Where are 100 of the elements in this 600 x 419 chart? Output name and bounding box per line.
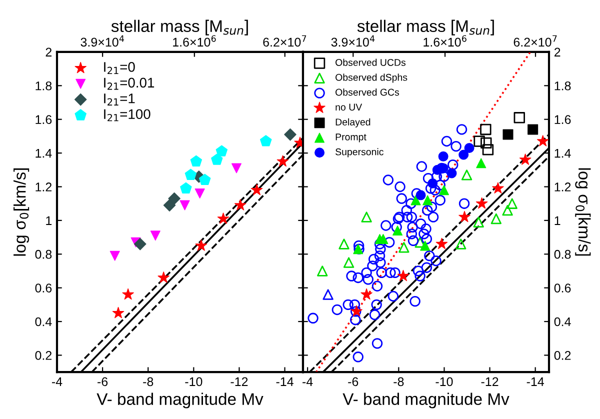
legend-label: Prompt	[336, 134, 366, 142]
point	[502, 129, 514, 140]
point	[112, 306, 124, 318]
point	[422, 195, 433, 206]
point	[519, 154, 532, 165]
y-tick-label: 1.4	[36, 148, 52, 158]
point	[231, 163, 242, 174]
point	[436, 238, 448, 250]
y2-tick-label: 2	[554, 48, 560, 56]
x2-axis-title: stellar mass [M$_{sun}$]	[111, 20, 248, 36]
point	[528, 124, 538, 135]
point	[458, 150, 469, 160]
point	[416, 190, 426, 200]
point	[158, 272, 170, 283]
x-tick-label: -6	[98, 377, 108, 386]
point	[514, 112, 525, 124]
x2-tick-label: 3.9×10$^{4}$	[331, 35, 375, 47]
y2-tick-label: 1.4	[554, 148, 571, 158]
point	[360, 288, 372, 300]
x2-tick-label: 3.9×10$^{4}$	[80, 35, 124, 47]
x-tick-label: -10	[436, 377, 453, 386]
point	[492, 182, 504, 194]
point	[420, 240, 430, 251]
point	[392, 226, 403, 236]
y-axis-title: log σ$_{0}$[km/s]	[14, 168, 30, 256]
legend-label: I$_{21}$=0.01	[104, 78, 154, 90]
legend-label: Observed UCDs	[336, 58, 406, 66]
y2-tick-label: 0.8	[554, 250, 571, 259]
point	[482, 144, 494, 156]
y-tick-label: 2	[46, 48, 52, 56]
point	[361, 212, 372, 222]
y2-tick-label: 1.8	[554, 81, 571, 90]
point	[397, 270, 410, 282]
point	[180, 182, 192, 194]
x-tick-label: -4	[302, 377, 313, 386]
x-tick-label: -14	[276, 377, 294, 386]
y2-axis-title: log σ$_{0}$[km/s]	[575, 168, 591, 256]
y2-tick-label: 0.6	[554, 284, 571, 292]
point	[476, 158, 486, 168]
x2-tick-label: 6.2×10$^{7}$	[514, 35, 557, 47]
point	[480, 124, 492, 136]
point	[276, 155, 289, 167]
y2-tick-label: 1	[554, 216, 560, 225]
x-tick-label: -12	[230, 377, 248, 386]
point	[455, 238, 466, 250]
point	[480, 137, 492, 149]
y-tick-label: 1.8	[36, 81, 52, 90]
point	[474, 136, 485, 147]
point	[134, 238, 146, 250]
point	[473, 216, 484, 228]
legend-label: Delayed	[336, 118, 370, 128]
legend-label: I$_{21}$=0	[104, 62, 135, 74]
y-tick-label: 1	[46, 216, 52, 225]
y-tick-label: 1.6	[36, 115, 52, 124]
point	[502, 204, 513, 216]
x2-axis-title: stellar mass [M$_{sun}$]	[357, 20, 494, 36]
point	[464, 142, 474, 153]
point	[168, 192, 180, 205]
point	[338, 238, 350, 250]
y2-tick-label: 1.2	[554, 182, 571, 192]
x2-tick-label: 1.6×10$^{6}$	[424, 35, 466, 47]
point	[198, 174, 211, 186]
point	[250, 184, 263, 196]
point	[211, 154, 223, 165]
legend-label: I$_{21}$=100	[104, 109, 150, 122]
point	[194, 188, 205, 198]
x2-tick-label: 6.2×10$^{7}$	[263, 35, 306, 47]
x-tick-label: -8	[143, 377, 154, 386]
point	[122, 288, 134, 300]
point	[184, 168, 197, 180]
point	[163, 199, 176, 212]
point	[506, 198, 518, 209]
point	[536, 135, 549, 146]
y2-tick-label: 0.2	[554, 351, 571, 360]
point	[476, 197, 488, 209]
point	[398, 242, 410, 253]
point	[490, 213, 502, 224]
x-tick-label: -8	[394, 377, 404, 386]
point	[446, 168, 457, 178]
legend-label: I$_{21}$=1	[104, 94, 135, 106]
legend-label: Observed GCs	[336, 88, 400, 96]
legend-label: Supersonic	[336, 148, 384, 158]
x2-tick-label: 1.6×10$^{6}$	[173, 35, 216, 47]
point	[317, 266, 328, 276]
point	[150, 230, 160, 241]
point	[428, 178, 438, 188]
point	[461, 170, 472, 180]
point	[410, 195, 421, 206]
y2-tick-label: 1.6	[554, 115, 571, 124]
point	[195, 240, 208, 251]
point	[234, 199, 246, 210]
y-tick-label: 0.6	[35, 284, 52, 292]
point	[216, 145, 228, 156]
point	[343, 257, 354, 268]
point	[284, 128, 296, 141]
x-tick-label: -12	[481, 377, 498, 386]
y-tick-label: 0.4	[35, 317, 52, 326]
legend-label: no UV	[336, 104, 362, 111]
x-axis-title: V- band magnitude Mv	[96, 392, 264, 408]
point	[322, 289, 334, 300]
